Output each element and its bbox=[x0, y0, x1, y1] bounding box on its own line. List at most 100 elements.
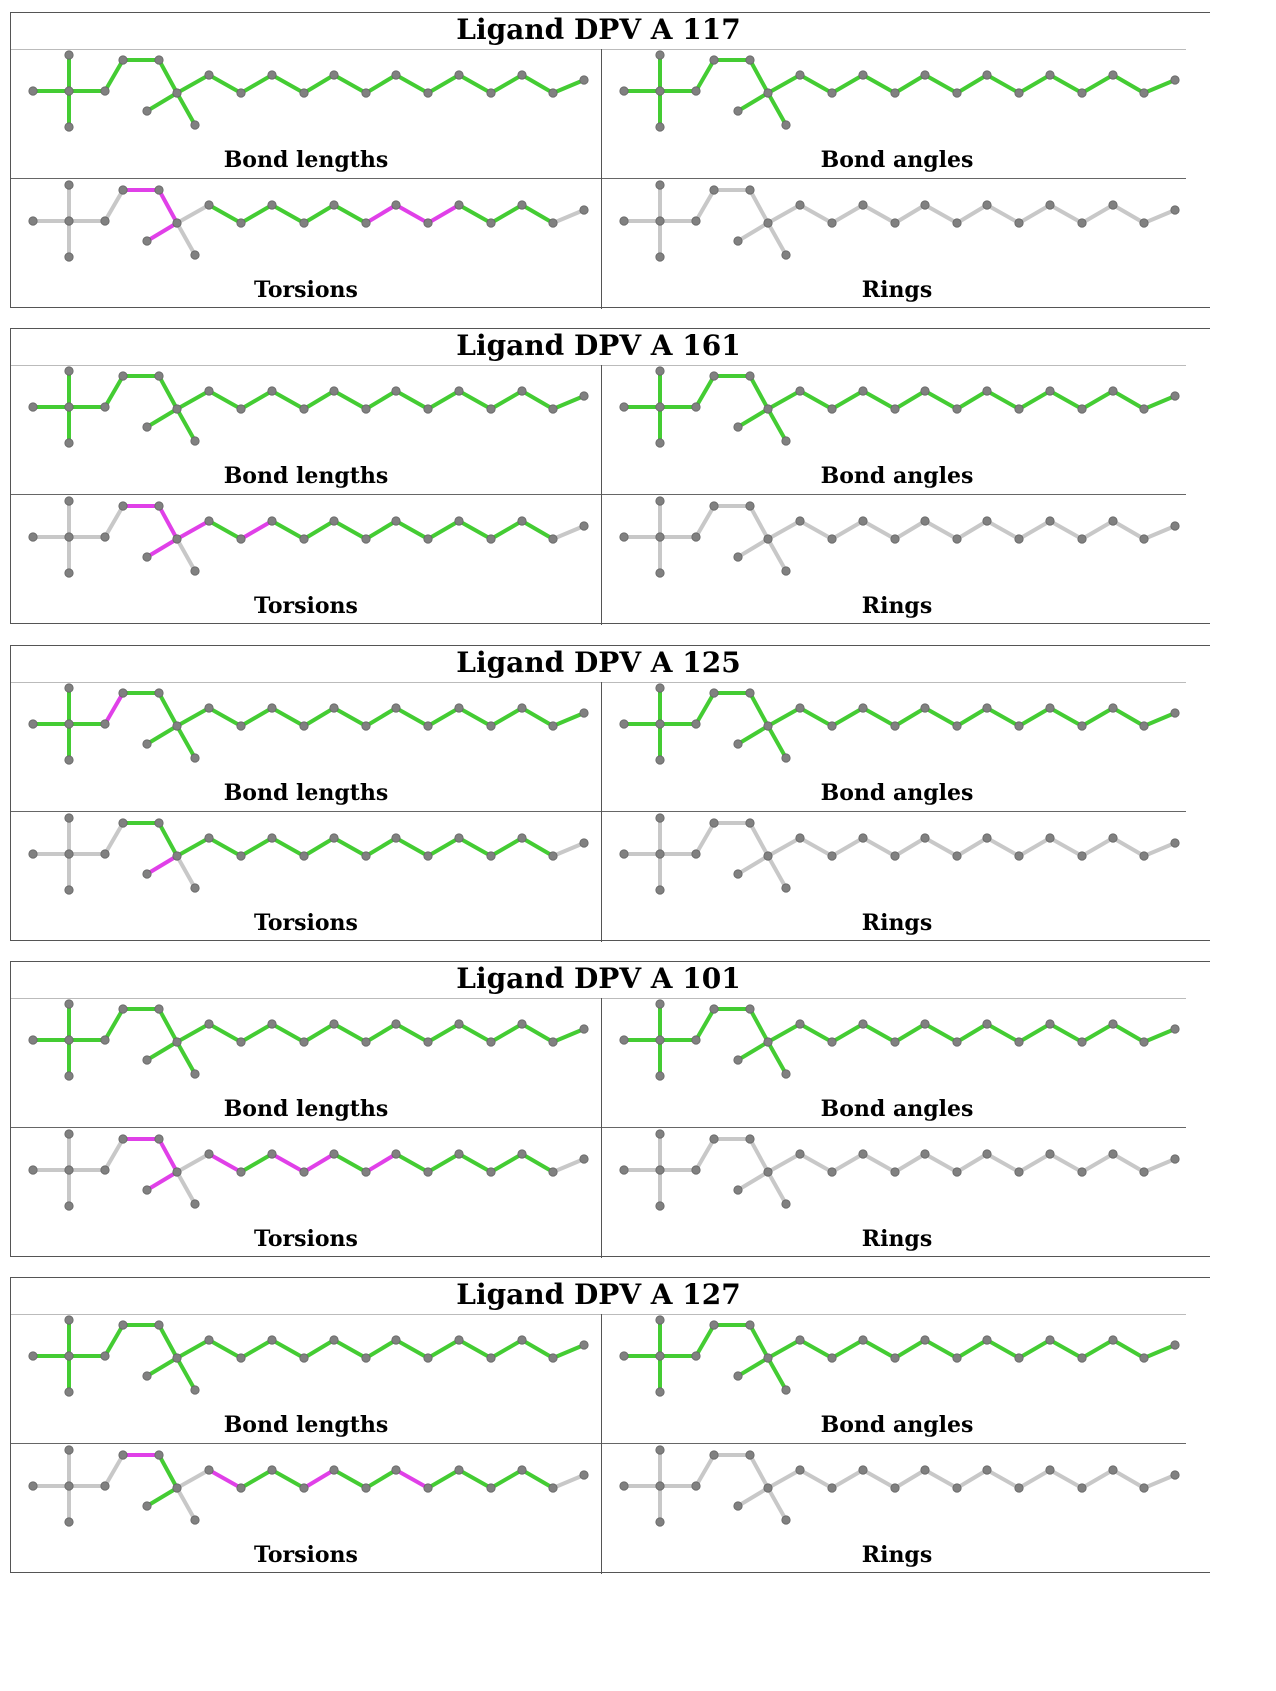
atom bbox=[827, 851, 837, 861]
bond bbox=[551, 1343, 586, 1360]
atom bbox=[1045, 1335, 1055, 1345]
atom bbox=[1077, 534, 1087, 544]
molecule-diagram bbox=[619, 683, 1180, 765]
atom bbox=[64, 1315, 74, 1325]
bond bbox=[239, 706, 274, 728]
atom bbox=[1014, 851, 1024, 861]
bond bbox=[103, 821, 125, 856]
atom bbox=[391, 516, 401, 526]
atom bbox=[920, 200, 930, 210]
atom bbox=[858, 516, 868, 526]
bond bbox=[923, 1468, 959, 1490]
bond bbox=[489, 1468, 524, 1490]
atom bbox=[172, 404, 182, 414]
bond-angles-panel: Bond angles bbox=[602, 999, 1192, 1128]
bond bbox=[955, 73, 989, 95]
atom bbox=[795, 70, 805, 80]
atom bbox=[733, 1371, 743, 1381]
atom bbox=[952, 1353, 962, 1363]
molecule-diagram bbox=[619, 496, 1180, 578]
atom bbox=[548, 1167, 558, 1177]
atom bbox=[517, 1335, 527, 1345]
bond bbox=[766, 1170, 788, 1206]
atom bbox=[827, 218, 837, 228]
bond bbox=[426, 1338, 461, 1360]
atom bbox=[172, 1483, 182, 1493]
bond bbox=[1111, 1338, 1146, 1360]
bond bbox=[207, 519, 243, 541]
bond bbox=[302, 706, 336, 728]
bond bbox=[1142, 841, 1177, 858]
torsions-panel: Torsions bbox=[11, 1129, 601, 1258]
bond bbox=[830, 1022, 865, 1044]
bond bbox=[239, 1468, 274, 1490]
atom bbox=[709, 55, 719, 65]
atom bbox=[423, 1483, 433, 1493]
bond bbox=[489, 203, 524, 225]
atom bbox=[454, 833, 464, 843]
atom bbox=[920, 1465, 930, 1475]
bond bbox=[520, 1022, 555, 1044]
bond bbox=[694, 691, 716, 726]
atom bbox=[1014, 218, 1024, 228]
atom bbox=[579, 205, 589, 215]
atom bbox=[1108, 516, 1118, 526]
atom bbox=[1170, 1024, 1180, 1034]
atom bbox=[204, 1465, 214, 1475]
bond bbox=[748, 1137, 770, 1174]
bond bbox=[364, 836, 398, 858]
bond bbox=[1017, 389, 1052, 411]
bond bbox=[364, 203, 398, 225]
rings-panel: Rings bbox=[602, 496, 1192, 625]
bond bbox=[736, 854, 770, 876]
bond bbox=[394, 1152, 430, 1174]
atom bbox=[781, 1515, 791, 1525]
atom bbox=[781, 250, 791, 260]
atom bbox=[548, 218, 558, 228]
bond bbox=[923, 1022, 959, 1044]
atom bbox=[391, 1335, 401, 1345]
bond bbox=[694, 1323, 716, 1358]
panel-label: Bond lengths bbox=[223, 780, 389, 806]
atom bbox=[655, 532, 665, 542]
atom bbox=[118, 55, 128, 65]
atom bbox=[1045, 1149, 1055, 1159]
row-divider bbox=[11, 1127, 1186, 1128]
atom bbox=[423, 534, 433, 544]
molecule-diagram bbox=[619, 1129, 1180, 1211]
atom bbox=[1014, 88, 1024, 98]
atom bbox=[920, 1149, 930, 1159]
bond bbox=[830, 1468, 865, 1490]
atom bbox=[655, 1351, 665, 1361]
bond-lengths-panel: Bond lengths bbox=[11, 50, 601, 179]
atom bbox=[982, 386, 992, 396]
atom bbox=[361, 1037, 371, 1047]
atom bbox=[267, 1019, 277, 1029]
panel-label: Rings bbox=[861, 277, 933, 303]
bond bbox=[426, 203, 461, 225]
atom bbox=[391, 1149, 401, 1159]
bond bbox=[103, 1007, 125, 1042]
atom bbox=[619, 1351, 629, 1361]
atom bbox=[655, 719, 665, 729]
atom bbox=[267, 516, 277, 526]
atom bbox=[1108, 1149, 1118, 1159]
atom bbox=[236, 851, 246, 861]
atom bbox=[795, 703, 805, 713]
bond bbox=[394, 1338, 430, 1360]
torsions-panel: Torsions bbox=[11, 180, 601, 309]
atom bbox=[391, 1465, 401, 1475]
bond bbox=[923, 73, 959, 95]
atom bbox=[745, 501, 755, 511]
torsions-panel: Torsions bbox=[11, 1445, 601, 1574]
atom bbox=[236, 218, 246, 228]
atom bbox=[423, 88, 433, 98]
torsions-panel: Torsions bbox=[11, 496, 601, 625]
molecule-diagram bbox=[28, 813, 589, 895]
atom bbox=[267, 1335, 277, 1345]
bond bbox=[1048, 706, 1084, 728]
atom bbox=[1139, 851, 1149, 861]
atom bbox=[952, 1037, 962, 1047]
bond bbox=[830, 203, 865, 225]
panel-label: Torsions bbox=[254, 910, 358, 936]
